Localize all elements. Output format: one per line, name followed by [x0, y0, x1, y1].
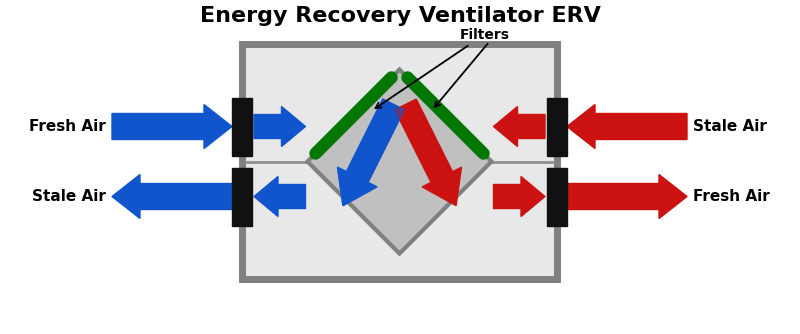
Text: Filters: Filters [375, 27, 510, 108]
FancyArrow shape [112, 105, 232, 149]
FancyArrow shape [567, 174, 687, 218]
FancyArrow shape [494, 107, 545, 147]
Bar [232, 98, 252, 156]
FancyArrow shape [254, 176, 306, 216]
FancyArrow shape [254, 107, 306, 147]
Text: Stale Air: Stale Air [693, 119, 767, 134]
Text: Fresh Air: Fresh Air [30, 119, 106, 134]
FancyArrow shape [394, 99, 462, 206]
FancyArrow shape [494, 176, 545, 216]
Bar [242, 44, 557, 279]
Bar [547, 98, 567, 156]
Polygon shape [307, 69, 491, 254]
Text: Energy Recovery Ventilator ERV: Energy Recovery Ventilator ERV [199, 6, 601, 26]
FancyArrow shape [338, 99, 404, 206]
FancyArrow shape [567, 105, 687, 149]
Text: Fresh Air: Fresh Air [693, 189, 770, 204]
Text: Stale Air: Stale Air [32, 189, 106, 204]
Bar [547, 167, 567, 225]
Bar [232, 167, 252, 225]
FancyArrow shape [112, 174, 232, 218]
FancyArrow shape [338, 99, 404, 206]
